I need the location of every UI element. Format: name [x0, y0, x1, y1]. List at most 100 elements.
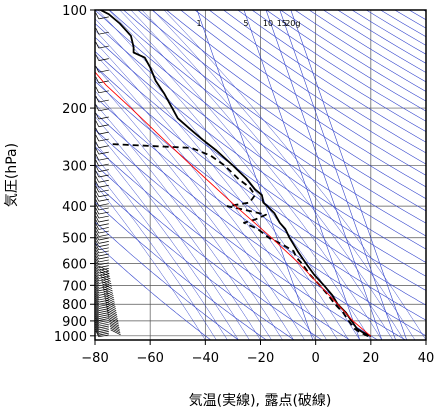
wind-barb-flag [110, 327, 121, 334]
moist-adiabat-line [152, 10, 416, 340]
wind-barb-flag [108, 320, 120, 327]
wind-barb-flag [95, 274, 100, 282]
wind-barb-flag [104, 294, 115, 301]
dry-adiabat-line [180, 10, 426, 176]
dry-adiabat-line [95, 23, 426, 263]
y-axis-title: 気圧(hPa) [4, 143, 20, 207]
wind-barb-flag [95, 314, 100, 321]
wind-barb-flag [95, 185, 100, 193]
wind-barb-flag [107, 313, 118, 319]
wind-barb-shaft [98, 215, 109, 219]
dry-adiabat-line [95, 129, 378, 340]
moist-adiabat-line [95, 103, 272, 340]
wind-barb-flag [95, 327, 100, 334]
wind-barb-shaft [98, 145, 109, 149]
dry-adiabat-line [251, 10, 426, 122]
moist-adiabat-line [95, 142, 239, 340]
wind-barb-flag [98, 265, 110, 272]
dry-adiabat-line [95, 112, 406, 340]
dry-adiabat-line [266, 10, 426, 112]
series-layer [95, 10, 372, 338]
wind-barb-shaft [98, 45, 109, 49]
wind-barb-flag [95, 321, 100, 329]
wind-barb-shaft [98, 211, 109, 215]
wind-barb-flag [95, 199, 100, 206]
wind-barb-shaft [98, 207, 109, 211]
wind-barb-flag [95, 300, 100, 307]
x-axis-title: 気温(実線), 露点(破線) [189, 393, 332, 409]
wind-barb-flag [95, 147, 100, 155]
wind-barb-shaft [98, 90, 109, 94]
wind-barb-shaft [98, 325, 109, 329]
wind-barb-flag [95, 226, 100, 234]
wind-barb-shaft [98, 276, 109, 279]
dry-adiabat-line [209, 10, 426, 154]
y-tick-label: 500 [62, 232, 87, 247]
wind-barb-flag [101, 281, 112, 287]
wind-barb-shaft [98, 241, 109, 244]
wind-barb-flag [95, 203, 100, 211]
wind-barb-shaft [98, 151, 109, 155]
wind-barb-flag [95, 258, 100, 265]
wind-barb-flag [95, 243, 100, 250]
temperature-line [100, 10, 372, 338]
wind-barb-flag [106, 307, 117, 313]
background-lines [95, 10, 426, 340]
wind-barb-shaft [98, 116, 109, 120]
wind-barb-shaft [98, 16, 109, 20]
wind-barb-shaft [98, 108, 109, 112]
moist-adiabat-line [141, 10, 405, 340]
wind-barb-flag [95, 293, 100, 301]
y-tick-label: 200 [62, 102, 87, 117]
mixing-ratio-label: 1 [197, 19, 202, 28]
wind-barb-flag [95, 298, 100, 305]
wind-barb-flag [95, 310, 100, 317]
wind-barb-flag [95, 249, 100, 257]
dry-adiabat-line [95, 182, 295, 340]
wind-barb-shaft [98, 227, 109, 230]
wind-barb-shaft [98, 194, 109, 198]
wind-barb-flag [95, 112, 100, 120]
moist-adiabat-line [95, 29, 338, 340]
wind-barb-flag [95, 159, 100, 167]
wind-barb-flag [95, 323, 100, 330]
wind-barb-flag [95, 295, 100, 303]
wind-barb-flag [95, 66, 100, 73]
wind-barb-shaft [98, 321, 109, 325]
wind-barb-shaft [98, 286, 109, 289]
wind-barb-flag [95, 279, 100, 287]
wind-barb-flag [102, 288, 114, 294]
wind-barb-flag [95, 54, 100, 61]
wind-barb-flag [95, 127, 100, 135]
wind-barb-flag [95, 246, 100, 254]
wind-barb-shaft [98, 198, 109, 202]
wind-barb-flag [95, 120, 100, 127]
moist-adiabat-line [95, 169, 217, 340]
wind-barb-flag [106, 309, 118, 315]
mixing-ratio-label: 15 [277, 19, 287, 28]
wind-barb-flag [95, 28, 100, 35]
mixing-ratio-line [243, 10, 361, 340]
wind-barb-shaft [98, 265, 109, 268]
wind-barb-flag [95, 328, 100, 336]
wind-barb-flag [95, 286, 100, 294]
wind-barb-shaft [98, 259, 109, 263]
wind-barb-shaft [98, 293, 109, 296]
moist-adiabat-line [95, 41, 327, 340]
wind-barb-flag [95, 304, 100, 311]
parcel-line [95, 71, 372, 337]
dry-adiabat-line [166, 10, 426, 188]
wind-barb-shaft [98, 247, 109, 251]
dry-adiabat-line [109, 10, 426, 237]
wind-barb-shaft [98, 327, 109, 331]
moist-adiabat-line [130, 10, 394, 340]
mixing-ratio-line [265, 10, 383, 340]
wind-barb-shaft [98, 308, 109, 311]
y-tick-label: 700 [62, 279, 87, 294]
wind-barb-flag [102, 285, 113, 292]
wind-barb-flag [103, 292, 114, 299]
moist-adiabat-line [95, 78, 294, 340]
wind-barb-flag [107, 311, 118, 317]
dry-adiabat-line [237, 10, 426, 132]
